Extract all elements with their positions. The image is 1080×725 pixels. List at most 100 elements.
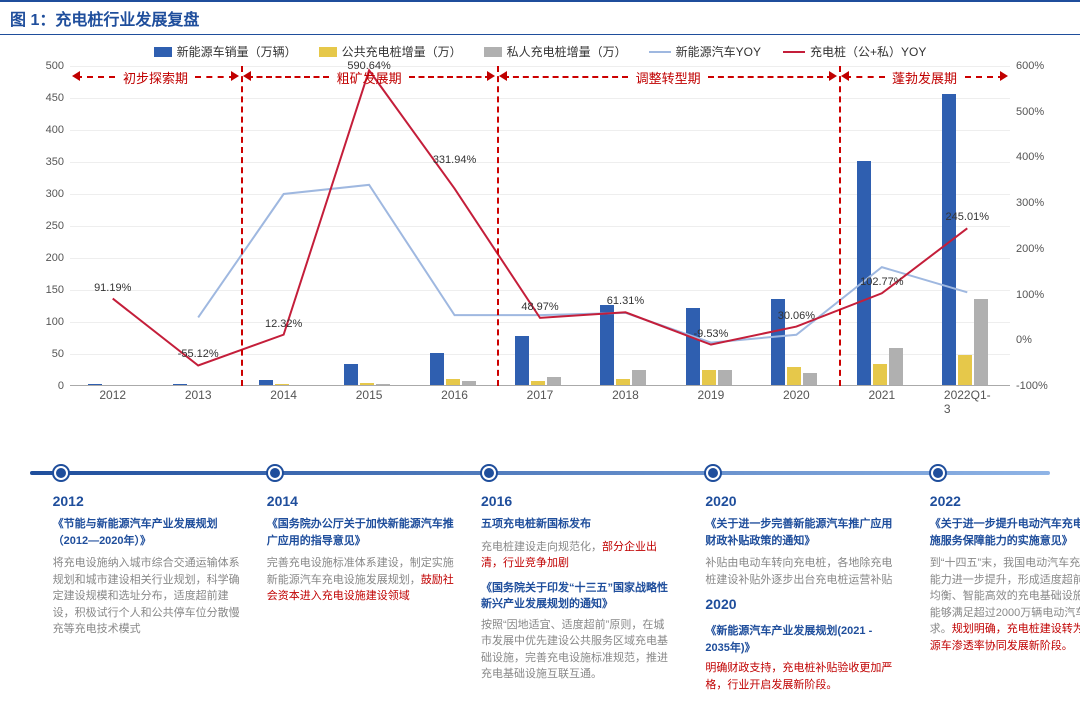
point-label: 245.01%: [946, 211, 989, 223]
timeline-track: [30, 471, 1050, 475]
timeline-doc: 《节能与新能源汽车产业发展规划（2012—2020年）》: [53, 516, 243, 549]
timeline-desc: 按照“因地适宜、适度超前”原则，在城市发展中优先建设公共服务区域充电基础设施，完…: [481, 617, 671, 683]
timeline-doc: 《国务院办公厅关于加快新能源汽车推广应用的指导意见》: [267, 516, 457, 549]
y-left-tick: 200: [24, 252, 64, 264]
y-left-tick: 250: [24, 220, 64, 232]
y-left-tick: 300: [24, 188, 64, 200]
y-right-tick: 300%: [1016, 197, 1056, 209]
timeline: 2012 《节能与新能源汽车产业发展规划（2012—2020年）》将充电设施纳入城…: [30, 463, 1050, 713]
legend-item-sales: 新能源车销量（万辆）: [154, 43, 297, 60]
y-axis-left: 050100150200250300350400450500: [24, 66, 64, 386]
phase-hline: [76, 76, 115, 78]
legend: 新能源车销量（万辆） 公共充电桩增量（万） 私人充电桩增量（万） 新能源汽车YO…: [10, 43, 1070, 60]
x-tick-label: 2022Q1-3: [944, 388, 991, 416]
plot: 050100150200250300350400450500 -100%0%10…: [30, 66, 1050, 406]
x-tick-label: 2021: [868, 388, 895, 402]
legend-label: 新能源汽车YOY: [676, 43, 761, 60]
y-left-tick: 500: [24, 60, 64, 72]
x-tick-label: 2018: [612, 388, 639, 402]
timeline-item: 2020 《关于进一步完善新能源汽车推广应用财政补贴政策的通知》补贴由电动车转向充…: [705, 491, 895, 693]
timeline-year: 2022: [930, 491, 1080, 512]
y-left-tick: 150: [24, 284, 64, 296]
legend-label: 新能源车销量（万辆）: [177, 43, 297, 60]
timeline-doc: 《国务院关于印发“十三五”国家战略性新兴产业发展规划的通知》: [481, 580, 671, 613]
legend-label: 私人充电桩增量（万）: [507, 43, 627, 60]
x-tick-label: 2013: [185, 388, 212, 402]
y-right-tick: 0%: [1016, 334, 1056, 346]
point-label: 331.94%: [433, 154, 476, 166]
phase-arrow-left: [499, 71, 507, 81]
timeline-year: 2020: [705, 594, 895, 615]
point-label: 102.77%: [860, 276, 903, 288]
phase-label: 调整转型期: [636, 68, 701, 87]
timeline-dot: [482, 466, 496, 480]
timeline-desc: 充电桩建设走向规范化，部分企业出清，行业竞争加剧: [481, 539, 671, 572]
y-left-tick: 0: [24, 380, 64, 392]
x-axis: 2012 2013 2014 2015 2016 2017 2018 2019 2020 2021…: [70, 386, 1010, 408]
phase-label: 初步探索期: [123, 68, 188, 87]
phase-divider: [839, 66, 841, 386]
phase-label: 蓬勃发展期: [892, 68, 957, 87]
timeline-dot: [54, 466, 68, 480]
figure-title: 图 1：充电桩行业发展复盘: [0, 0, 1080, 35]
timeline-item: 2014 《国务院办公厅关于加快新能源汽车推广应用的指导意见》完善充电设施标准体系…: [267, 491, 457, 605]
timeline-year: 2020: [705, 491, 895, 512]
y-right-tick: 100%: [1016, 289, 1056, 301]
phase-arrow-left: [72, 71, 80, 81]
timeline-desc: 将充电设施纳入城市综合交通运输体系规划和城市建设相关行业规划，科学确定建设规模和…: [53, 555, 243, 638]
phase-label: 粗矿发展期: [337, 68, 402, 87]
chart-area: 新能源车销量（万辆） 公共充电桩增量（万） 私人充电桩增量（万） 新能源汽车YO…: [10, 43, 1070, 453]
legend-item-charger-yoy: 充电桩（公+私）YOY: [783, 43, 926, 60]
y-left-tick: 400: [24, 124, 64, 136]
timeline-desc: 补贴由电动车转向充电桩，各地除充电桩建设补贴外逐步出台充电桩运营补贴: [705, 555, 895, 588]
phase-divider: [241, 66, 243, 386]
x-tick-label: 2019: [698, 388, 725, 402]
timeline-item: 2012 《节能与新能源汽车产业发展规划（2012—2020年）》将充电设施纳入城…: [53, 491, 243, 638]
timeline-year: 2014: [267, 491, 457, 512]
phase-hline: [708, 76, 833, 78]
timeline-desc: 明确财政支持，充电桩补贴验收更加严格，行业开启发展新阶段。: [705, 660, 895, 693]
phase-arrow-right: [231, 71, 239, 81]
timeline-item: 2022《关于进一步提升电动汽车充电基础设施服务保障能力的实施意见》到“十四五”…: [930, 491, 1080, 654]
timeline-desc: 完善充电设施标准体系建设，制定实施新能源汽车充电设施发展规划，鼓励社会资本进入充…: [267, 555, 457, 605]
timeline-year: 2012: [53, 491, 243, 512]
line-ev-yoy: [198, 185, 967, 343]
y-left-tick: 50: [24, 348, 64, 360]
phase-arrow-left: [841, 71, 849, 81]
x-tick-label: 2020: [783, 388, 810, 402]
y-right-tick: 400%: [1016, 151, 1056, 163]
y-right-tick: -100%: [1016, 380, 1056, 392]
y-left-tick: 450: [24, 92, 64, 104]
phase-hline: [409, 76, 491, 78]
y-left-tick: 100: [24, 316, 64, 328]
y-right-tick: 200%: [1016, 243, 1056, 255]
phase-arrow-left: [243, 71, 251, 81]
timeline-item: 2016五项充电桩新国标发布充电桩建设走向规范化，部分企业出清，行业竞争加剧《国…: [481, 491, 671, 683]
line-overlay: [70, 66, 1010, 386]
point-label: 61.31%: [607, 295, 644, 307]
phase-arrow-right: [487, 71, 495, 81]
point-label: 91.19%: [94, 282, 131, 294]
phase-hline: [845, 76, 884, 78]
legend-label: 充电桩（公+私）YOY: [810, 43, 926, 60]
phase-hline: [965, 76, 1004, 78]
timeline-dot: [931, 466, 945, 480]
timeline-dot: [706, 466, 720, 480]
x-tick-label: 2014: [270, 388, 297, 402]
x-tick-label: 2016: [441, 388, 468, 402]
x-tick-label: 2012: [99, 388, 126, 402]
timeline-doc: 《关于进一步完善新能源汽车推广应用财政补贴政策的通知》: [705, 516, 895, 549]
legend-item-ev-yoy: 新能源汽车YOY: [649, 43, 761, 60]
timeline-dot: [268, 466, 282, 480]
phase-hline: [247, 76, 329, 78]
phase-arrow-right: [829, 71, 837, 81]
legend-item-private: 私人充电桩增量（万）: [484, 43, 627, 60]
x-tick-label: 2015: [356, 388, 383, 402]
x-tick-label: 2017: [527, 388, 554, 402]
phase-arrow-right: [1000, 71, 1008, 81]
point-label: 12.32%: [265, 318, 302, 330]
point-label: 48.97%: [521, 301, 558, 313]
point-label: -9.53%: [693, 328, 728, 340]
point-label: 30.06%: [778, 310, 815, 322]
legend-item-public: 公共充电桩增量（万）: [319, 43, 462, 60]
